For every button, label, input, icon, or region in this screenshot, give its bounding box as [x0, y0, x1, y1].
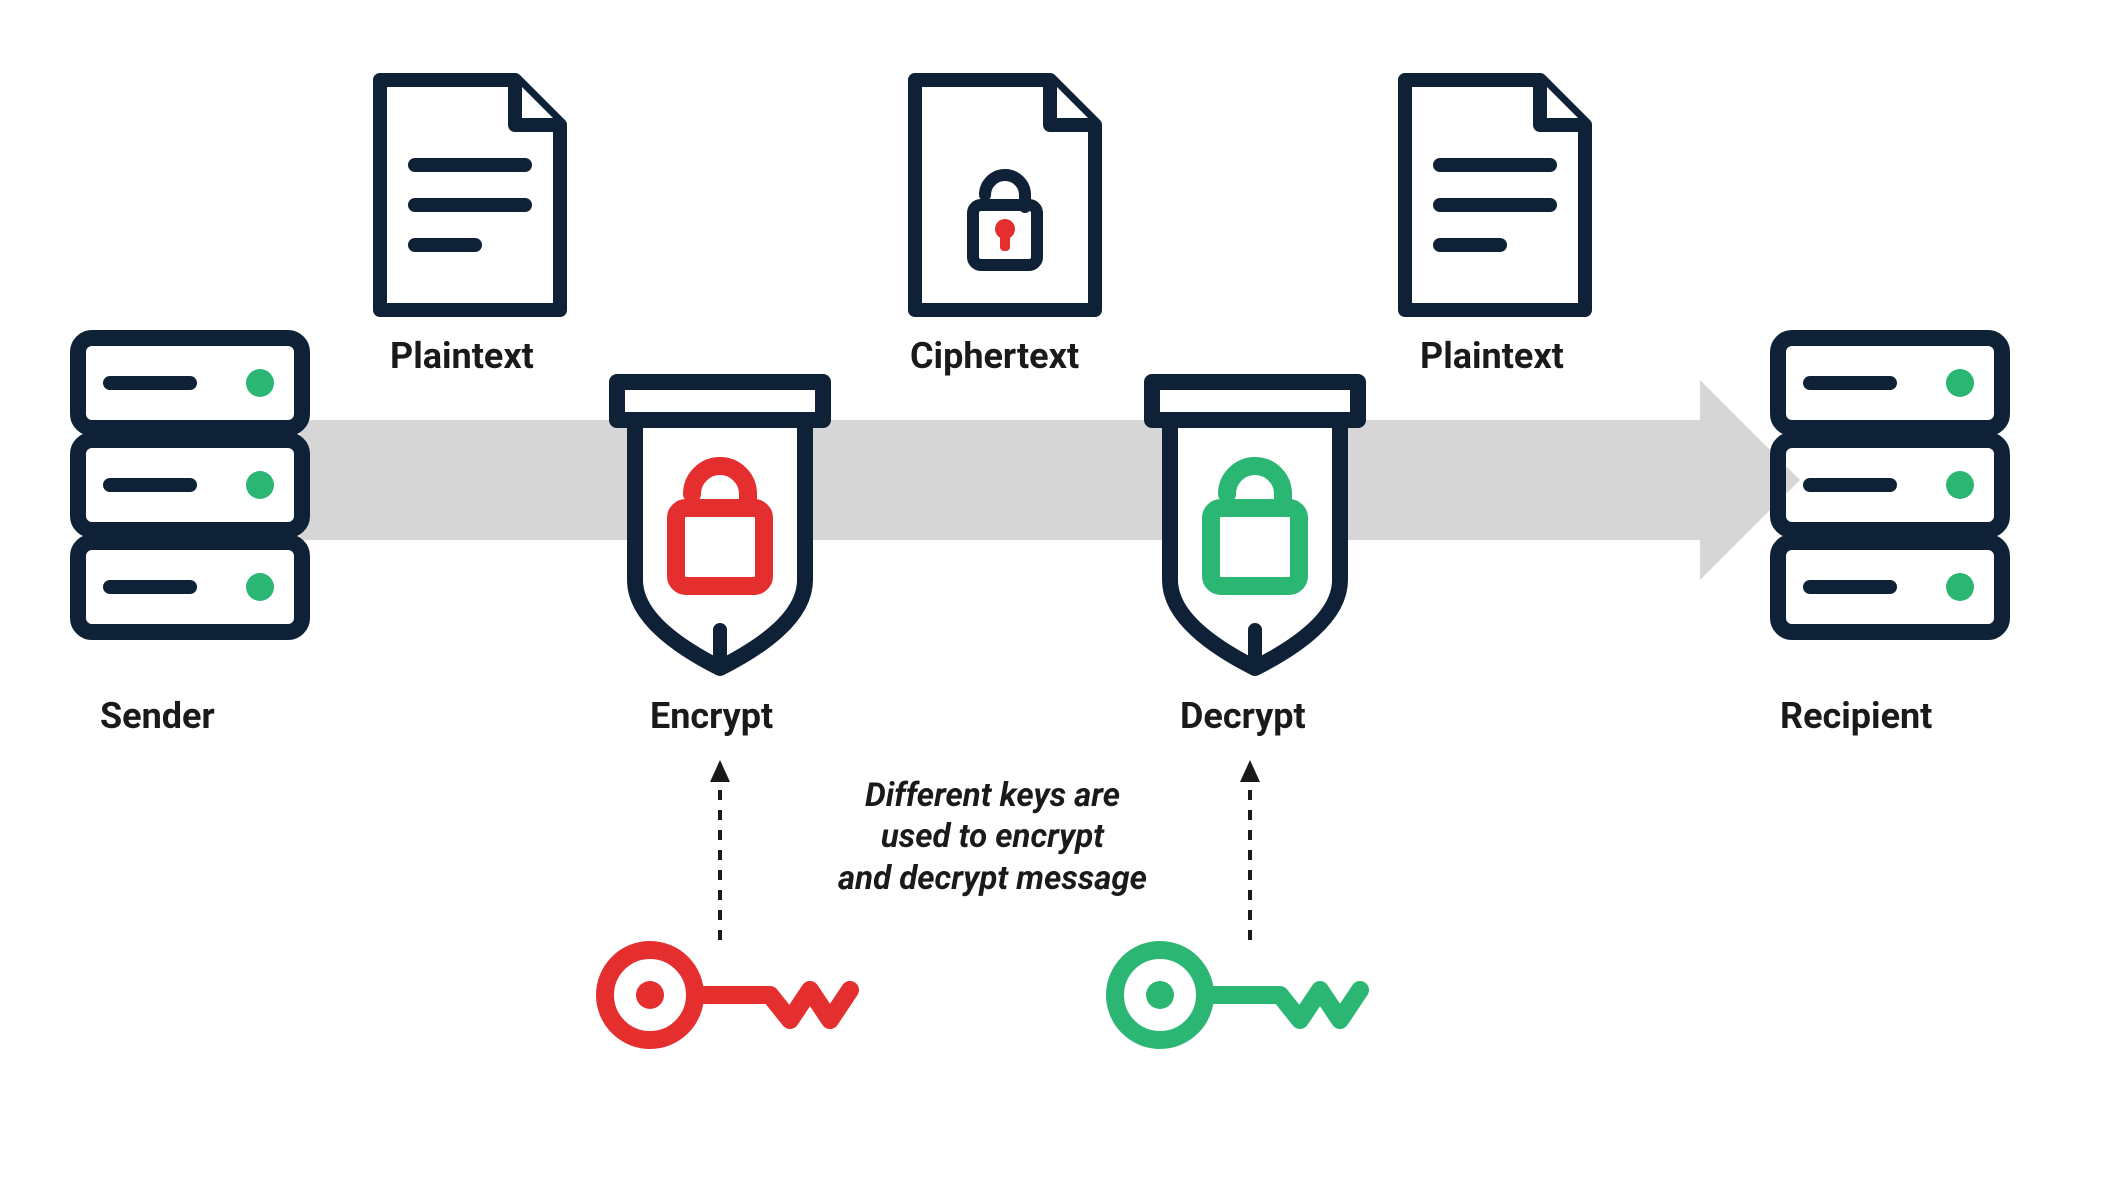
key-red-icon — [595, 935, 865, 1055]
label-encrypt: Encrypt — [650, 695, 773, 737]
key-green-icon — [1105, 935, 1375, 1055]
encryption-diagram: Sender Recipient Plaintext Ciphertext Pl… — [0, 0, 2102, 1198]
note-line-1: Different keys are — [865, 776, 1120, 815]
note-line-3: and decrypt message — [838, 859, 1147, 898]
label-ciphertext: Ciphertext — [910, 335, 1079, 377]
label-plaintext-right: Plaintext — [1420, 335, 1564, 377]
note-line-2: used to encrypt — [881, 817, 1104, 856]
label-sender: Sender — [100, 695, 215, 737]
note-different-keys: Different keys are used to encrypt and d… — [820, 775, 1165, 899]
dashed-arrow-decrypt — [0, 0, 2102, 1198]
label-plaintext-left: Plaintext — [390, 335, 534, 377]
label-recipient: Recipient — [1780, 695, 1932, 737]
label-decrypt: Decrypt — [1180, 695, 1306, 737]
